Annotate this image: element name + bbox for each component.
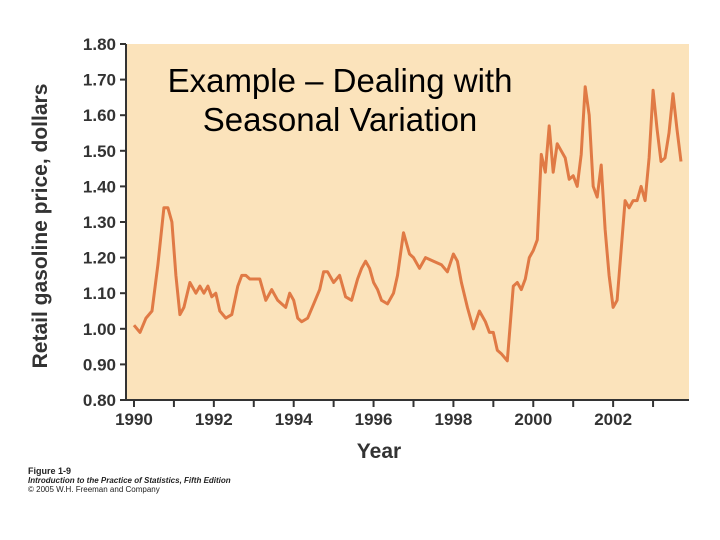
slide-title: Example – Dealing with Seasonal Variatio… [140,62,540,140]
x-tick-label: 2000 [514,410,552,429]
y-tick-label: 1.80 [83,35,116,54]
slide-title-line-1: Example – Dealing with [167,62,513,99]
x-tick-label: 1996 [355,410,393,429]
x-axis-title: Year [357,440,401,463]
x-axis-ticks: 1990 1992 1994 1996 1998 2000 2002 [115,400,655,429]
y-tick-label: 1.10 [83,284,116,303]
y-tick-label: 1.40 [83,177,116,196]
x-tick-label: 1990 [115,410,153,429]
book-title: Introduction to the Practice of Statisti… [28,476,231,485]
y-tick-label: 1.60 [83,106,116,125]
price-series-line [132,85,683,363]
figure-caption: Figure 1-9 Introduction to the Practice … [28,466,231,494]
x-tick-label: 1998 [435,410,473,429]
y-tick-label: 0.90 [83,355,116,374]
y-tick-label: 1.50 [83,142,116,161]
y-tick-label: 1.30 [83,213,116,232]
x-tick-label: 2002 [594,410,632,429]
slide-title-line-2: Seasonal Variation [202,100,478,138]
y-tick-label: 1.70 [83,71,116,90]
copyright-notice: © 2005 W.H. Freeman and Company [28,485,160,494]
figure-number: Figure 1-9 [28,466,72,476]
x-tick-label: 1994 [275,410,313,429]
y-tick-label: 1.20 [83,249,116,268]
y-axis-ticks: 0.80 0.90 1.00 1.10 1.20 1.30 1.40 1.50 1.60 1.70… [83,35,126,410]
y-axis-title: Retail gasoline price, dollars [29,84,52,369]
x-tick-label: 1992 [195,410,233,429]
y-tick-label: 1.00 [83,320,116,339]
y-tick-label: 0.80 [83,391,116,410]
plot-background [126,44,689,400]
